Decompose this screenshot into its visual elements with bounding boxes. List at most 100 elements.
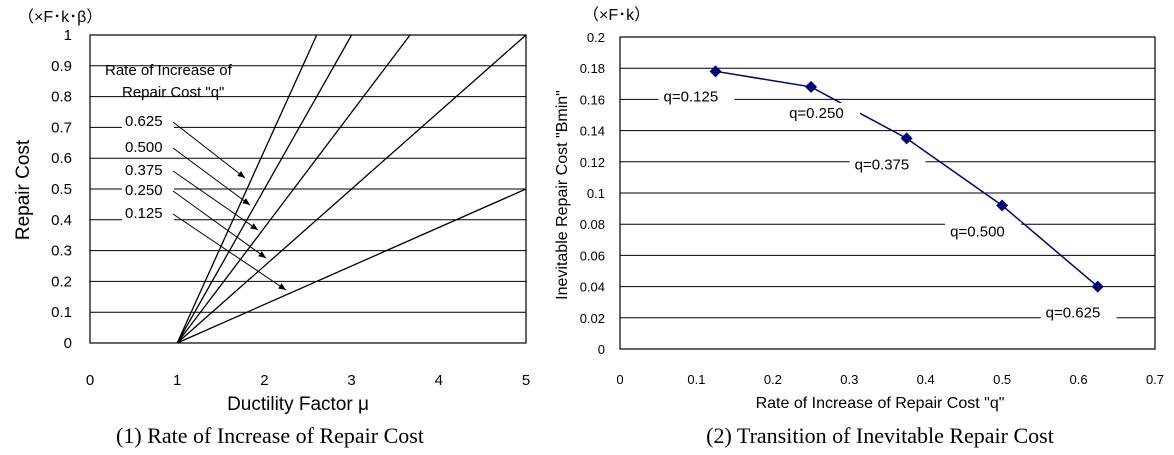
chart2-x-tick-label: 0.5 [993,372,1011,387]
chart2-x-tick-label: 0.2 [764,372,782,387]
chart1-label-arrow [172,121,246,179]
chart2-series-polyline [715,70,1099,288]
chart2-y-tick-label: 0.18 [580,61,605,76]
chart1-series-label-bg [122,181,174,200]
chart2-y-tick-label: 0.08 [580,217,605,232]
chart2-point-label-bg [945,221,1022,242]
chart1-series-label: 0.250 [125,182,163,199]
chart2-point-label-bg [784,102,861,123]
chart2-x-tick-label: 0.6 [1070,372,1088,387]
chart2-y-tick-label: 0.16 [580,92,605,107]
chart2-y-tick-label: 0.2 [587,30,605,45]
chart1-x-tick-labels: 0 1 2 3 4 5 [86,372,530,389]
chart2-data-point [996,199,1009,212]
chart2-y-tick-label: 0.14 [580,124,605,139]
chart1-series-lines [176,34,527,344]
chart1-series-label: 0.375 [125,162,163,179]
chart2-point-label: q=0.500 [950,223,1005,240]
chart2-x-tick-label: 0.4 [917,372,935,387]
chart2-series-line [709,65,1104,293]
chart2-point-label-bg [658,86,735,107]
chart2-y-axis-title: Inevitable Repair Cost "Bmin" [554,90,571,300]
chart-2: 00.020.040.060.080.10.120.140.160.180.2 … [554,6,1164,448]
chart2-data-point [1091,280,1104,293]
chart2-y-tick-label: 0 [598,342,605,357]
chart2-x-axis-title: Rate of Increase of Repair Cost "q" [756,395,1005,412]
chart1-x-tick-label: 0 [86,372,94,389]
chart1-label-arrow [172,170,259,231]
chart1-x-tick-label: 5 [522,372,530,389]
chart2-x-tick-label: 0.7 [1146,372,1164,387]
chart1-series-label-bg [122,112,174,131]
chart1-line-q-0.500 [176,34,353,344]
chart1-series-label: 0.500 [125,139,163,156]
chart2-x-tick-label: 0.3 [840,372,858,387]
chart2-y-tick-label: 0.02 [580,311,605,326]
chart1-x-tick-label: 1 [173,372,181,389]
chart2-y-tick-label: 0.04 [580,280,605,295]
chart1-x-tick-label: 3 [347,372,355,389]
chart2-point-label-bg [1040,302,1117,323]
chart2-point-labels: q=0.125 q=0.250 q=0.375 q=0.500 q=0.625 [658,86,1117,323]
chart1-y-tick-label: 0.2 [51,273,72,290]
chart2-caption: (2) Transition of Inevitable Repair Cost [706,423,1054,448]
chart2-x-tick-label: 0 [616,372,623,387]
chart1-y-tick-label: 0.1 [51,304,72,321]
chart2-point-label-bg [849,154,926,175]
chart1-y-tick-label: 0.9 [51,58,72,75]
chart1-y-tick-label: 0 [64,335,72,352]
chart2-y-tick-label: 0.06 [580,248,605,263]
chart2-point-label: q=0.375 [855,156,910,173]
chart1-y-tick-label: 0.3 [51,243,72,260]
chart1-legend-title-line1: Rate of Increase of [105,62,233,79]
chart2-point-label: q=0.250 [789,105,844,122]
chart1-series-label: 0.125 [125,205,163,222]
chart1-series-label-bg [122,161,174,180]
chart2-point-label: q=0.625 [1046,305,1101,322]
chart2-data-point [900,132,913,145]
chart1-series-labels: 0.625 0.500 0.375 0.250 0.125 [122,112,287,291]
chart2-y-tick-labels: 0 0.02 0.04 0.06 0.08 0.1 0.12 0.14 0.16 0.18 0.2 [580,30,605,357]
chart2-y-tick-label: 0.1 [587,186,605,201]
chart1-y-tick-label: 0.6 [51,150,72,167]
chart1-y-axis-title: Repair Cost [13,139,34,240]
chart2-x-tick-labels: 0 0.1 0.2 0.3 0.4 0.5 0.6 0.7 [616,372,1164,387]
chart1-label-arrow [172,147,251,206]
chart1-y-tick-label: 0.8 [51,89,72,106]
chart1-y-tick-label: 0.4 [51,212,72,229]
chart1-label-arrow [172,213,287,291]
chart-1: 0 0.1 0.2 0.3 0.4 0.5 0.6 0.7 0.8 0.9 1 0 1 2 3 4 5 0.6… [13,8,530,448]
chart1-arrow-head [258,251,266,258]
chart1-x-tick-label: 2 [260,372,268,389]
chart2-plot-area [619,36,1156,350]
chart1-legend-title-line2: Repair Cost "q" [122,84,224,101]
chart2-x-tick-label: 0.1 [687,372,705,387]
chart1-series-label-bg [122,204,174,223]
chart1-y-tick-label: 1 [64,27,72,44]
chart1-x-tick-label: 4 [435,372,443,389]
chart1-arrow-head [237,171,245,178]
chart2-y-tick-label: 0.12 [580,155,605,170]
chart1-y-tick-label: 0.5 [51,181,72,198]
chart2-point-label: q=0.125 [664,88,719,105]
chart1-arrow-head [250,223,258,230]
chart1-arrow-head [242,198,250,205]
chart2-grid [620,36,1155,350]
chart1-caption: (1) Rate of Increase of Repair Cost [116,423,424,448]
chart1-arrow-head [278,283,286,290]
chart1-x-axis-title: Ductility Factor μ [227,394,369,415]
chart1-label-arrow [172,190,267,259]
chart1-series-label: 0.625 [125,113,163,130]
chart1-line-q-0.375 [176,34,411,344]
chart1-line-q-0.625 [176,34,318,344]
chart2-data-point [805,80,818,93]
chart1-line-q-0.125 [176,188,527,344]
chart2-unit-label: （×F･k） [583,6,650,24]
chart1-y-tick-labels: 0 0.1 0.2 0.3 0.4 0.5 0.6 0.7 0.8 0.9 1 [51,27,72,352]
chart1-unit-label: （×F･k･β） [18,8,102,26]
chart1-series-label-bg [122,138,174,157]
chart2-data-point [709,65,722,78]
chart1-y-tick-label: 0.7 [51,119,72,136]
chart1-line-q-0.250 [176,34,527,344]
